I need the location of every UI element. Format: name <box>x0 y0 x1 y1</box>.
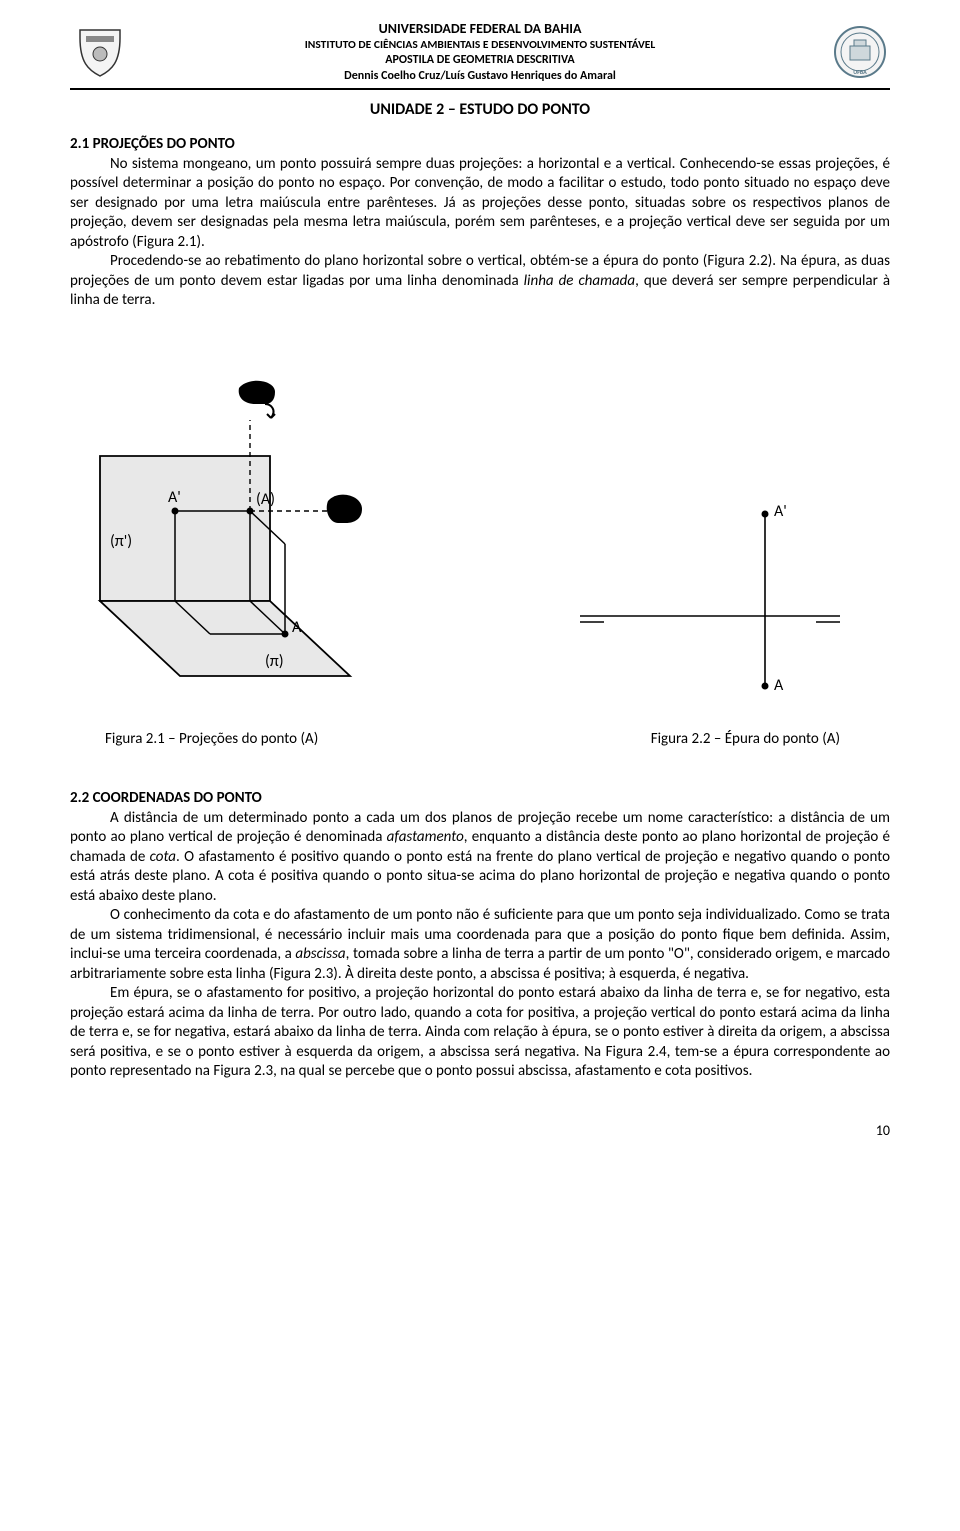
paragraph-2-italic: linha de chamada <box>524 272 636 290</box>
fig21-a-prime-label: A' <box>168 488 181 507</box>
ufba-crest-icon <box>70 22 130 82</box>
fig21-pi-prime-label: (π') <box>110 532 132 551</box>
figure-2-1-caption: Figura 2.1 – Projeções do ponto (A) <box>70 730 318 750</box>
page-number: 10 <box>70 1122 890 1140</box>
header-line-4: Dennis Coelho Cruz/Luís Gustavo Henrique… <box>130 69 830 85</box>
paragraph-2: Procedendo-se ao rebatimento do plano ho… <box>70 252 890 311</box>
paragraph-3: A distância de um determinado ponto a ca… <box>70 809 890 907</box>
section-2-title: 2.2 COORDENADAS DO PONTO <box>70 789 890 809</box>
paragraph-4: O conhecimento da cota e do afastamento … <box>70 906 890 984</box>
p3-end: . O afastamento é positivo quando o pont… <box>70 848 890 905</box>
ufba-seal-icon: UFBA <box>830 22 890 82</box>
paragraph-5: Em épura, se o afastamento for positivo,… <box>70 984 890 1082</box>
figure-captions: Figura 2.1 – Projeções do ponto (A) Figu… <box>70 730 890 750</box>
paragraph-1-text: No sistema mongeano, um ponto possuirá s… <box>70 155 890 251</box>
fig22-a-label: A <box>774 676 784 695</box>
figures-row: (π') (π) A' (A) <box>70 376 890 706</box>
paragraph-1: No sistema mongeano, um ponto possuirá s… <box>70 155 890 253</box>
fig22-a-prime-label: A' <box>774 502 787 521</box>
figure-2-2-caption: Figura 2.2 – Épura do ponto (A) <box>651 730 890 750</box>
svg-text:UFBA: UFBA <box>853 68 867 76</box>
p4-italic: abscissa <box>295 945 345 963</box>
fig21-a-label: A <box>292 618 302 637</box>
section-1-title: 2.1 PROJEÇÕES DO PONTO <box>70 135 890 155</box>
header-text-block: UNIVERSIDADE FEDERAL DA BAHIA INSTITUTO … <box>130 20 830 84</box>
figure-2-1: (π') (π) A' (A) <box>70 376 390 706</box>
header-line-2: INSTITUTO DE CIÊNCIAS AMBIENTAIS E DESEN… <box>130 38 830 53</box>
fig21-pi-label: (π) <box>265 652 284 671</box>
header-line-1: UNIVERSIDADE FEDERAL DA BAHIA <box>130 20 830 38</box>
unit-title: UNIDADE 2 – ESTUDO DO PONTO <box>70 100 890 121</box>
p3-italic-1: afastamento <box>387 828 464 846</box>
p3-italic-2: cota <box>150 848 176 866</box>
page-header: UNIVERSIDADE FEDERAL DA BAHIA INSTITUTO … <box>70 20 890 90</box>
fig21-a-paren-label: (A) <box>256 490 275 509</box>
figure-2-2: A' A <box>560 486 860 706</box>
header-line-3: APOSTILA DE GEOMETRIA DESCRITIVA <box>130 53 830 69</box>
